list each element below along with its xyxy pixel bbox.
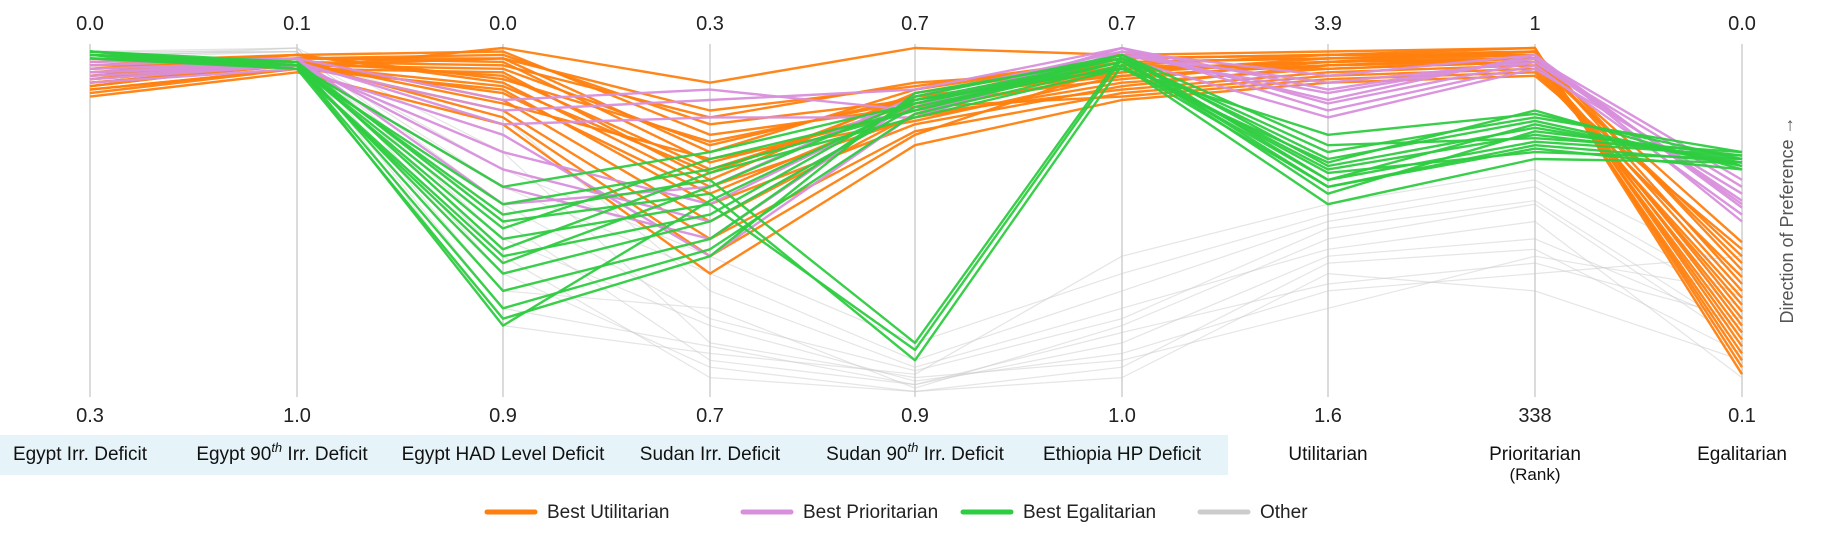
tick-labels-group: 0.0 0.3 0.1 1.0 0.0 0.9 0.3 0.7 0.7 0.9 0.7 1.0 3.9 1…	[76, 13, 1756, 427]
axis-label-1: Egypt Irr. Deficit	[13, 444, 148, 465]
tick-label-top: 0.3	[696, 13, 724, 35]
tick-label-bottom: 1.0	[283, 405, 311, 427]
series-line	[89, 57, 1743, 310]
series-line	[89, 57, 1743, 379]
legend-item: Best Egalitarian	[960, 502, 1156, 523]
series-line	[89, 50, 1743, 275]
tick-label-bottom: 0.1	[1728, 405, 1756, 427]
series-best-egalitarian	[89, 50, 1743, 362]
series-line	[89, 50, 1743, 327]
series-line	[89, 50, 1743, 271]
series-line	[89, 57, 1743, 251]
axis-labels-group: Egypt Irr. Deficit Egypt 90th Irr. Defici…	[13, 440, 1787, 484]
tick-label-bottom: 0.3	[76, 405, 104, 427]
legend-label: Best Utilitarian	[547, 502, 670, 523]
legend-label: Other	[1260, 502, 1308, 523]
series-lines-group	[89, 46, 1744, 393]
direction-of-preference-label: Direction of Preference →	[1777, 116, 1797, 323]
tick-label-bottom: 0.9	[489, 405, 517, 427]
objectives-highlight-band	[0, 435, 1228, 475]
legend-item: Best Prioritarian	[740, 502, 938, 523]
series-line	[90, 50, 1743, 389]
tick-label-top: 0.0	[489, 13, 517, 35]
axis-label-4: Sudan Irr. Deficit	[640, 444, 781, 465]
axis-label-3: Egypt HAD Level Deficit	[402, 444, 605, 465]
legend: Best Utilitarian Best Prioritarian Best Eg…	[484, 502, 1308, 523]
axis-label-2: Egypt 90th Irr. Deficit	[196, 440, 368, 465]
tick-label-bottom: 338	[1518, 405, 1551, 427]
tick-label-bottom: 0.7	[696, 405, 724, 427]
series-line	[89, 46, 1743, 202]
axis-label-sub: (Rank)	[1509, 465, 1560, 484]
series-line	[89, 50, 1743, 372]
tick-label-top: 0.7	[1108, 13, 1136, 35]
axis-label-5: Sudan 90th Irr. Deficit	[826, 440, 1004, 465]
series-line	[89, 53, 1743, 230]
series-best-prioritarian	[89, 46, 1743, 258]
legend-label: Best Prioritarian	[803, 502, 938, 523]
legend-item: Other	[1197, 502, 1308, 523]
series-line	[89, 50, 1743, 265]
legend-label: Best Egalitarian	[1023, 502, 1156, 523]
tick-label-top: 0.7	[901, 13, 929, 35]
tick-label-top: 1	[1529, 13, 1540, 35]
axis-label-9: Egalitarian	[1697, 444, 1787, 465]
tick-label-bottom: 1.0	[1108, 405, 1136, 427]
tick-label-top: 0.1	[283, 13, 311, 35]
axis-label-7: Utilitarian	[1288, 444, 1367, 465]
tick-label-top: 0.0	[76, 13, 104, 35]
legend-item: Best Utilitarian	[484, 502, 670, 523]
axis-label-6: Ethiopia HP Deficit	[1043, 444, 1202, 465]
tick-label-top: 0.0	[1728, 13, 1756, 35]
axis-label-8: Prioritarian	[1489, 444, 1581, 465]
series-line	[89, 50, 1743, 375]
tick-label-top: 3.9	[1314, 13, 1342, 35]
tick-label-bottom: 1.6	[1314, 405, 1342, 427]
tick-label-bottom: 0.9	[901, 405, 929, 427]
